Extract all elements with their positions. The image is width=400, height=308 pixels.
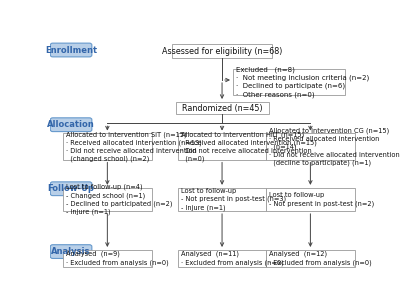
Text: Lost to follow-up
- Not present in post-test (n=3)
- Injure (n=1): Lost to follow-up - Not present in post-…: [181, 188, 286, 211]
Text: Analysed  (n=11)
· Excluded from analysis (n=0): Analysed (n=11) · Excluded from analysis…: [181, 251, 284, 265]
Text: Analysed  (n=9)
· Excluded from analysis (n=0): Analysed (n=9) · Excluded from analysis …: [66, 251, 169, 265]
FancyBboxPatch shape: [178, 250, 266, 266]
Text: Allocated to intervention CG (n=15)
· Received allocated intervention
  (n=14)
·: Allocated to intervention CG (n=15) · Re…: [269, 127, 400, 166]
Text: Excluded   (n=8)
·  Not meeting inclusion criteria (n=2)
·  Declined to particip: Excluded (n=8) · Not meeting inclusion c…: [236, 67, 369, 98]
Text: Allocation: Allocation: [47, 120, 95, 129]
Text: Allocated to intervention HIIT (n=15)
· Received allocated intervention (n=15)
·: Allocated to intervention HIIT (n=15) · …: [181, 131, 317, 162]
FancyBboxPatch shape: [178, 133, 266, 160]
FancyBboxPatch shape: [63, 133, 152, 160]
FancyBboxPatch shape: [266, 250, 354, 266]
FancyBboxPatch shape: [50, 182, 92, 196]
FancyBboxPatch shape: [50, 43, 92, 57]
Text: Randomized (n=45): Randomized (n=45): [182, 103, 262, 113]
FancyBboxPatch shape: [178, 188, 266, 211]
FancyBboxPatch shape: [266, 188, 354, 211]
FancyBboxPatch shape: [50, 118, 92, 132]
Text: Lost to follow-up
- Not present in post-test (n=2): Lost to follow-up - Not present in post-…: [269, 192, 374, 207]
Text: Analysis: Analysis: [51, 247, 91, 256]
FancyBboxPatch shape: [172, 44, 272, 58]
FancyBboxPatch shape: [233, 69, 344, 95]
Text: Analysed  (n=12)
· Excluded from analysis (n=0): Analysed (n=12) · Excluded from analysis…: [269, 251, 372, 265]
Text: Assessed for eligibility (n=68): Assessed for eligibility (n=68): [162, 47, 282, 56]
FancyBboxPatch shape: [63, 250, 152, 266]
Text: Follow-Up: Follow-Up: [48, 184, 94, 193]
FancyBboxPatch shape: [176, 102, 268, 114]
FancyBboxPatch shape: [266, 133, 354, 160]
Text: Lost to follow-up (n=4)
- Changed school (n=1)
- Declined to participated (n=2)
: Lost to follow-up (n=4) - Changed school…: [66, 184, 173, 215]
FancyBboxPatch shape: [63, 188, 152, 211]
Text: Enrollment: Enrollment: [45, 46, 97, 55]
Text: Allocated to intervention SIT (n=15)
· Received allocated intervention (n=13)
· : Allocated to intervention SIT (n=15) · R…: [66, 131, 202, 162]
FancyBboxPatch shape: [50, 245, 92, 258]
